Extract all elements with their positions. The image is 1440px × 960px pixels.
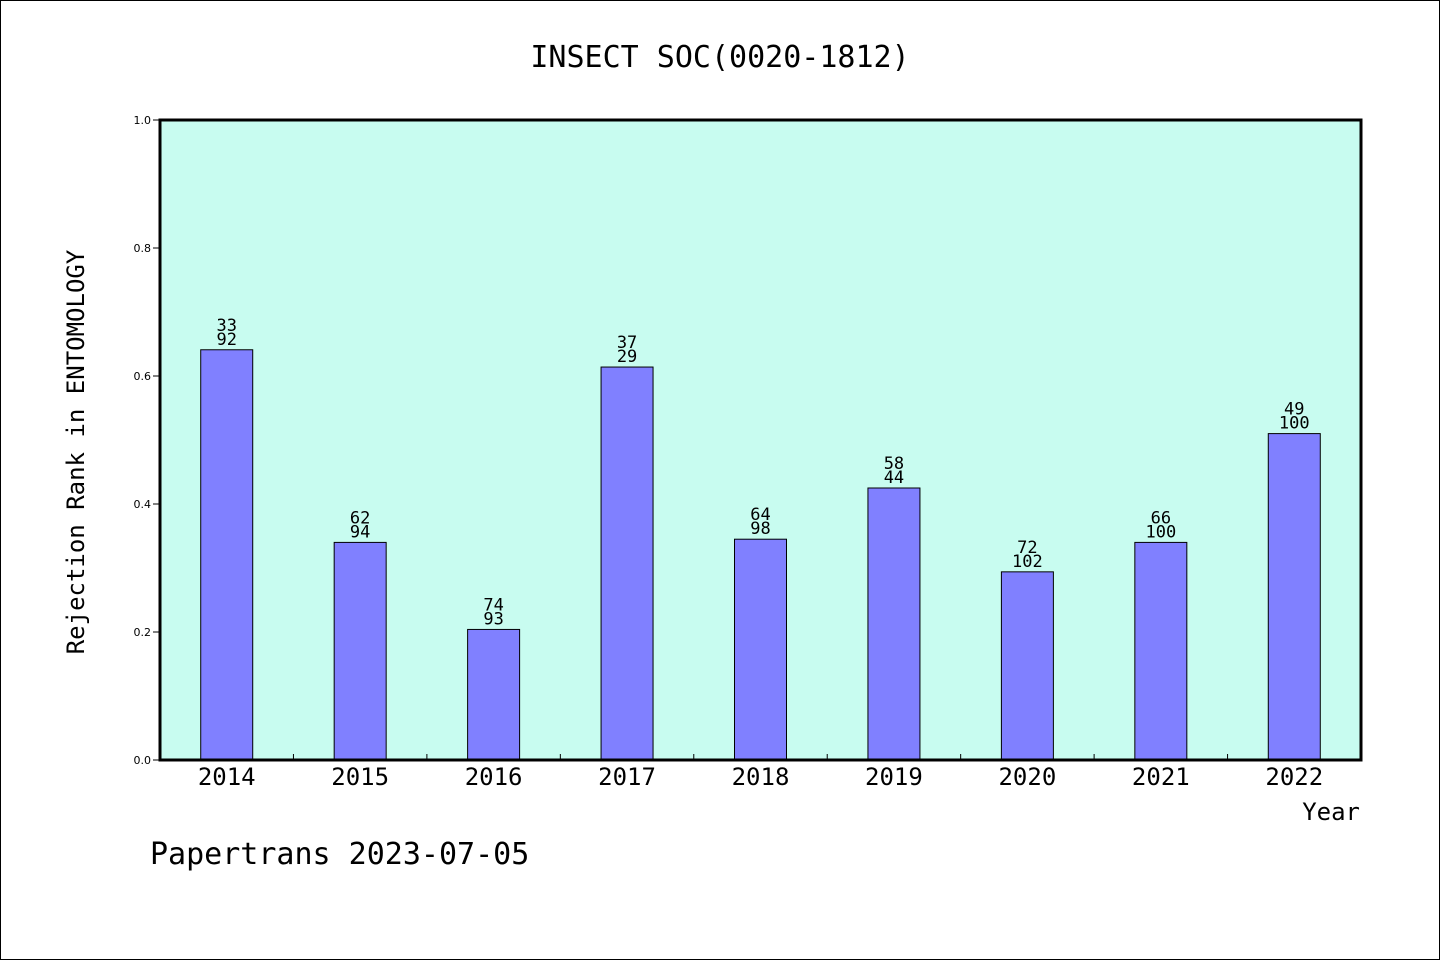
bar-label-top: 64 <box>750 505 770 525</box>
x-tick-label: 2018 <box>732 763 790 791</box>
y-tick-label: 0.2 <box>134 626 152 639</box>
bar-2019 <box>867 487 921 761</box>
bar-label-bottom: 93 <box>483 609 503 629</box>
bar-2022 <box>1267 433 1321 761</box>
x-tick-label: 2020 <box>998 763 1056 791</box>
x-axis-label: Year <box>1302 798 1360 826</box>
y-axis: 0.0 0.2 0.4 0.6 0.8 1.0 <box>134 114 160 767</box>
bar-label-bottom: 102 <box>1012 552 1043 572</box>
bar-label-bottom: 100 <box>1279 414 1310 434</box>
y-tick-label: 0.0 <box>134 754 152 767</box>
bar-label-bottom: 98 <box>750 519 770 539</box>
bar-label-bottom: 29 <box>617 347 637 367</box>
x-axis: 2014 2015 2016 2017 2018 2019 2020 2021 2022 <box>198 754 1323 791</box>
y-axis-label: Rejection Rank in ENTOMOLOGY <box>62 249 90 654</box>
x-tick-label: 2022 <box>1265 763 1323 791</box>
bar-label-bottom: 100 <box>1145 522 1176 542</box>
bar-label-top: 74 <box>483 595 503 615</box>
bar-2020 <box>1000 571 1054 761</box>
chart-title: INSECT SOC(0020-1812) <box>530 40 909 75</box>
bar-label-top: 33 <box>216 316 236 336</box>
bar-label-top: 37 <box>617 333 637 353</box>
y-tick-label: 0.4 <box>134 498 152 511</box>
bar-label-top: 58 <box>884 454 904 474</box>
bar-label-top: 49 <box>1284 400 1304 420</box>
bar-label-top: 66 <box>1151 508 1171 528</box>
bar-2017 <box>600 366 654 761</box>
bar-2018 <box>734 538 787 761</box>
y-tick-label: 1.0 <box>134 114 152 127</box>
bar-label-bottom: 92 <box>216 330 236 350</box>
bar-label-bottom: 94 <box>350 522 370 542</box>
x-tick-label: 2016 <box>465 763 523 791</box>
plot-border <box>158 118 1363 762</box>
footer-text: Papertrans 2023-07-05 <box>150 837 529 872</box>
x-tick-label: 2019 <box>865 763 923 791</box>
x-tick-label: 2014 <box>198 763 256 791</box>
x-tick-label: 2017 <box>598 763 656 791</box>
x-tick-label: 2021 <box>1132 763 1190 791</box>
bar-2016 <box>467 628 521 761</box>
y-tick-label: 0.8 <box>134 242 152 255</box>
bar-2015 <box>333 541 387 761</box>
bar-2021 <box>1134 541 1188 761</box>
bar-label-bottom: 44 <box>884 468 904 488</box>
bar-2014 <box>200 349 254 761</box>
x-tick-label: 2015 <box>331 763 389 791</box>
bar-label-top: 62 <box>350 508 370 528</box>
bar-label-top: 72 <box>1017 538 1037 558</box>
y-tick-label: 0.6 <box>134 370 152 383</box>
